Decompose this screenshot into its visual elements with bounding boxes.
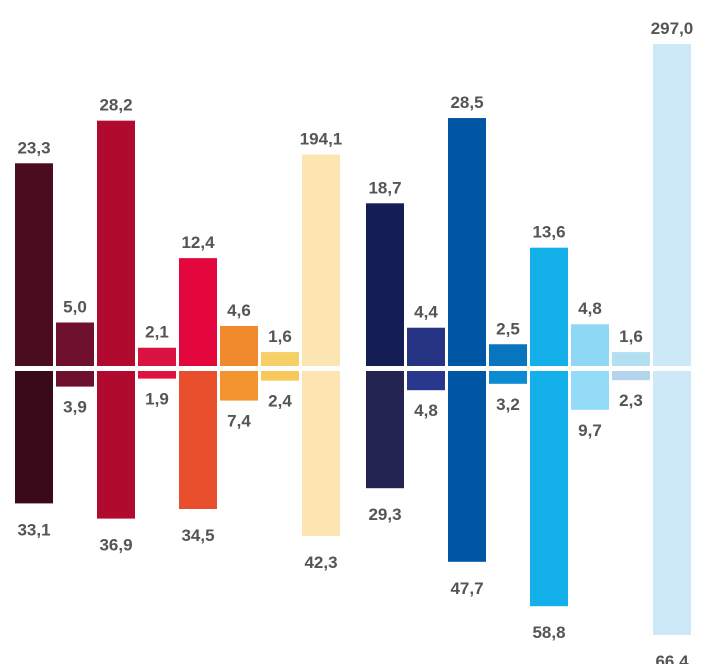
bar-down-g1-6 [220,371,258,401]
bar-up-g2-1 [366,203,404,366]
data-label-down-g2-1: 29,3 [368,505,401,524]
data-label-up-g2-7: 1,6 [619,327,643,346]
data-label-up-g2-3: 28,5 [450,93,483,112]
data-label-up-g1-3: 28,2 [99,96,132,115]
data-label-up-g1-2: 5,0 [63,298,87,317]
bar-down-g1-2 [56,371,94,387]
data-label-down-g2-2: 4,8 [414,401,438,420]
bar-down-g1-5 [179,371,217,509]
bar-down-g1-4 [138,371,176,379]
data-label-down-g1-6: 7,4 [227,412,251,431]
bar-down-g2-1 [366,371,404,489]
bar-up-g1-7 [261,352,299,366]
bar-down-g2-5 [530,371,568,607]
data-label-down-g2-6: 9,7 [578,421,602,440]
data-label-down-g2-5: 58,8 [532,623,565,642]
data-label-up-g1-6: 4,6 [227,301,251,320]
bar-up-g2-6 [571,324,609,366]
data-label-down-g2-3: 47,7 [450,579,483,598]
bar-down-g1-1 [15,371,53,504]
bar-up-g1-4 [138,347,176,366]
data-label-down-g1-4: 1,9 [145,390,169,409]
data-label-up-g1-4: 2,1 [145,323,169,342]
bar-up-g2-3 [448,118,486,366]
bar-up-g2-8 [653,44,691,366]
bar-down-g1-8 [302,371,340,536]
data-label-up-g1-5: 12,4 [181,233,215,252]
bar-down-g2-6 [571,371,609,410]
data-label-up-g2-8: 297,0 [651,19,694,38]
bar-up-g1-8 [302,154,340,366]
bar-up-g1-6 [220,325,258,366]
bar-down-g2-3 [448,371,486,562]
data-label-up-g2-1: 18,7 [368,178,401,197]
bar-up-g1-2 [56,322,94,366]
data-label-up-g2-6: 4,8 [578,299,602,318]
bar-down-g1-3 [97,371,135,519]
data-label-up-g1-1: 23,3 [17,138,50,157]
data-label-up-g2-2: 4,4 [414,303,438,322]
bar-up-g2-4 [489,344,527,366]
data-label-down-g1-2: 3,9 [63,398,87,417]
data-label-up-g1-7: 1,6 [268,327,292,346]
data-label-down-g1-1: 33,1 [17,520,50,539]
data-label-up-g2-4: 2,5 [496,319,520,338]
data-label-down-g2-8: 66,4 [655,652,689,664]
bar-up-g1-3 [97,120,135,366]
data-label-down-g2-7: 2,3 [619,391,643,410]
data-label-down-g1-7: 2,4 [268,392,292,411]
data-label-down-g2-4: 3,2 [496,395,520,414]
bar-up-g2-5 [530,247,568,366]
data-label-up-g1-8: 194,1 [300,130,343,149]
bar-down-g1-7 [261,371,299,381]
bar-up-g1-5 [179,258,217,366]
bar-down-g2-8 [653,371,691,635]
bar-up-g2-2 [407,327,445,366]
bar-down-g2-4 [489,371,527,384]
bar-up-g1-1 [15,163,53,366]
data-label-down-g1-8: 42,3 [304,553,337,572]
data-label-down-g1-3: 36,9 [99,536,132,555]
bar-up-g2-7 [612,352,650,366]
data-label-down-g1-5: 34,5 [181,526,214,545]
bar-down-g2-2 [407,371,445,391]
bar-down-g2-7 [612,371,650,381]
data-label-up-g2-5: 13,6 [532,223,565,242]
